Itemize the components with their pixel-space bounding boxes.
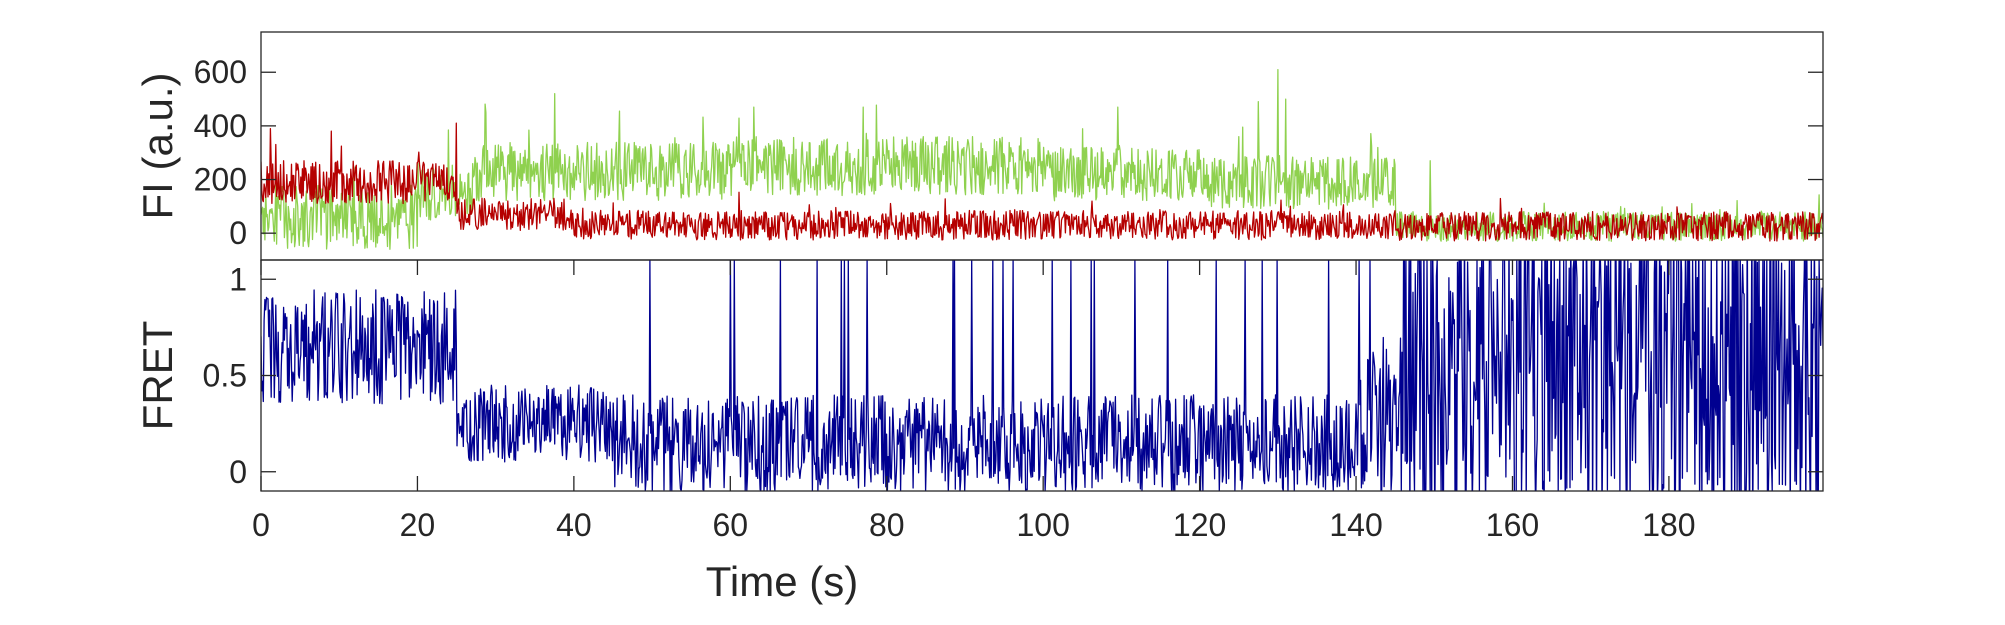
- x-tick-label: 180: [1642, 507, 1695, 543]
- x-tick-label: 80: [869, 507, 905, 543]
- y-axis-label: FRET: [134, 321, 181, 431]
- series-group: [261, 260, 1823, 491]
- y-tick-label: 0: [229, 215, 247, 251]
- x-tick-label: 120: [1173, 507, 1226, 543]
- series-group: [261, 68, 1823, 250]
- donor-series-line: [261, 68, 1823, 250]
- fret-series-line: [261, 260, 1823, 491]
- acceptor-series-line: [261, 122, 1823, 242]
- y-tick-label: 600: [194, 54, 247, 90]
- x-tick-label: 40: [556, 507, 592, 543]
- y-tick-label: 200: [194, 162, 247, 198]
- y-axis-label: FI (a.u.): [134, 72, 181, 219]
- y-tick-label: 0: [229, 454, 247, 490]
- x-tick-label: 0: [252, 507, 270, 543]
- x-axis-label: Time (s): [706, 558, 858, 605]
- x-tick-label: 60: [713, 507, 749, 543]
- y-tick-label: 0.5: [203, 358, 247, 394]
- x-tick-label: 20: [400, 507, 436, 543]
- y-tick-label: 1: [229, 261, 247, 297]
- x-tick-label: 100: [1016, 507, 1069, 543]
- fluorescence-panel: 0 200 400 600 FI (a.u.): [134, 31, 1824, 261]
- x-tick-label: 140: [1329, 507, 1382, 543]
- fret-panel: 0 0.5 1 0 20 40 60 80 100 120 140 160 180 FRET Time (s…: [134, 259, 1824, 605]
- x-tick-label: 160: [1486, 507, 1539, 543]
- y-tick-label: 400: [194, 108, 247, 144]
